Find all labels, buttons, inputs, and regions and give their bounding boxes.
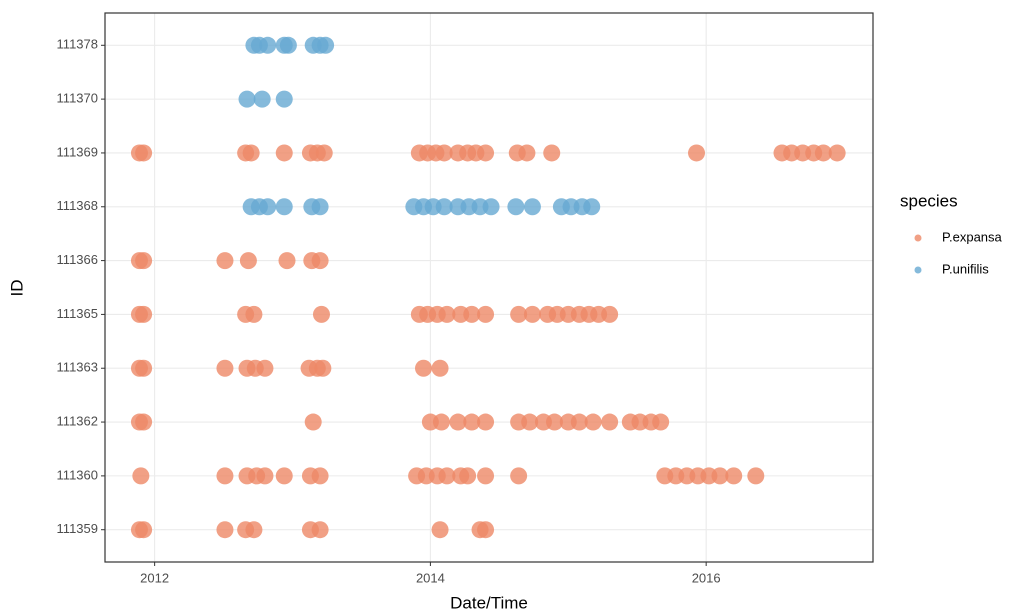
- x-tick-label: 2014: [416, 570, 445, 585]
- point: [239, 252, 257, 270]
- point: [601, 305, 619, 323]
- y-tick-label: 111359: [57, 521, 98, 536]
- legend-label: P.unifilis: [942, 261, 989, 276]
- point: [431, 359, 449, 377]
- point: [523, 198, 541, 216]
- point: [216, 252, 234, 270]
- point: [431, 521, 449, 539]
- point: [275, 467, 293, 485]
- point: [253, 90, 271, 108]
- point: [435, 144, 453, 162]
- point: [482, 198, 500, 216]
- point: [242, 144, 260, 162]
- y-tick-label: 111369: [57, 144, 98, 159]
- point: [521, 413, 539, 431]
- point: [463, 413, 481, 431]
- point: [652, 413, 670, 431]
- y-tick-label: 111362: [57, 413, 98, 428]
- point: [584, 413, 602, 431]
- point: [601, 413, 619, 431]
- point: [135, 521, 153, 539]
- point: [216, 521, 234, 539]
- point: [135, 252, 153, 270]
- point: [132, 467, 150, 485]
- point: [477, 521, 495, 539]
- point: [518, 144, 536, 162]
- point: [438, 305, 456, 323]
- point: [279, 36, 297, 54]
- point: [507, 198, 525, 216]
- y-tick-label: 111363: [57, 360, 98, 375]
- point: [828, 144, 846, 162]
- point: [314, 359, 332, 377]
- point: [256, 467, 274, 485]
- point: [463, 305, 481, 323]
- points: [130, 36, 846, 539]
- point: [477, 467, 495, 485]
- point: [449, 413, 467, 431]
- point: [725, 467, 743, 485]
- legend-title: species: [900, 191, 958, 210]
- point: [477, 305, 495, 323]
- legend: P.expansa P.unifilis: [914, 229, 1003, 276]
- point: [135, 305, 153, 323]
- y-tick-label: 111378: [57, 37, 98, 52]
- point: [312, 305, 330, 323]
- point: [304, 413, 322, 431]
- y-tick-label: 111366: [57, 252, 98, 267]
- point: [438, 467, 456, 485]
- x-axis-title: Date/Time: [450, 593, 528, 612]
- point: [216, 359, 234, 377]
- point: [315, 144, 333, 162]
- point: [256, 359, 274, 377]
- point: [432, 413, 450, 431]
- point: [278, 252, 296, 270]
- point: [317, 36, 335, 54]
- point: [275, 144, 293, 162]
- point: [135, 413, 153, 431]
- y-axis-title: ID: [7, 280, 26, 297]
- point: [135, 359, 153, 377]
- point: [135, 144, 153, 162]
- y-tick-label: 111368: [57, 198, 98, 213]
- point: [545, 413, 563, 431]
- point: [814, 144, 832, 162]
- point: [238, 90, 256, 108]
- point: [747, 467, 765, 485]
- point: [510, 305, 528, 323]
- point: [583, 198, 601, 216]
- point: [311, 252, 329, 270]
- point: [259, 198, 277, 216]
- point: [688, 144, 706, 162]
- point: [216, 467, 234, 485]
- legend-key: [914, 266, 922, 274]
- point: [510, 467, 528, 485]
- legend-label: P.expansa: [942, 229, 1003, 244]
- legend-key: [914, 234, 922, 242]
- point: [570, 413, 588, 431]
- point: [311, 198, 329, 216]
- point: [275, 90, 293, 108]
- y-tick-label: 111365: [57, 306, 98, 321]
- plot-border: [104, 12, 874, 563]
- point: [245, 305, 263, 323]
- point: [477, 413, 495, 431]
- y-tick-label: 111370: [57, 91, 98, 106]
- point: [275, 198, 293, 216]
- point: [245, 521, 263, 539]
- point: [415, 359, 433, 377]
- point: [435, 198, 453, 216]
- point: [523, 305, 541, 323]
- point: [477, 144, 495, 162]
- point: [311, 521, 329, 539]
- y-tick-label: 111360: [57, 467, 98, 482]
- x-tick-label: 2016: [692, 570, 721, 585]
- point: [459, 467, 477, 485]
- point: [311, 467, 329, 485]
- point: [543, 144, 561, 162]
- x-tick-label: 2012: [140, 570, 169, 585]
- point: [259, 36, 277, 54]
- point: [711, 467, 729, 485]
